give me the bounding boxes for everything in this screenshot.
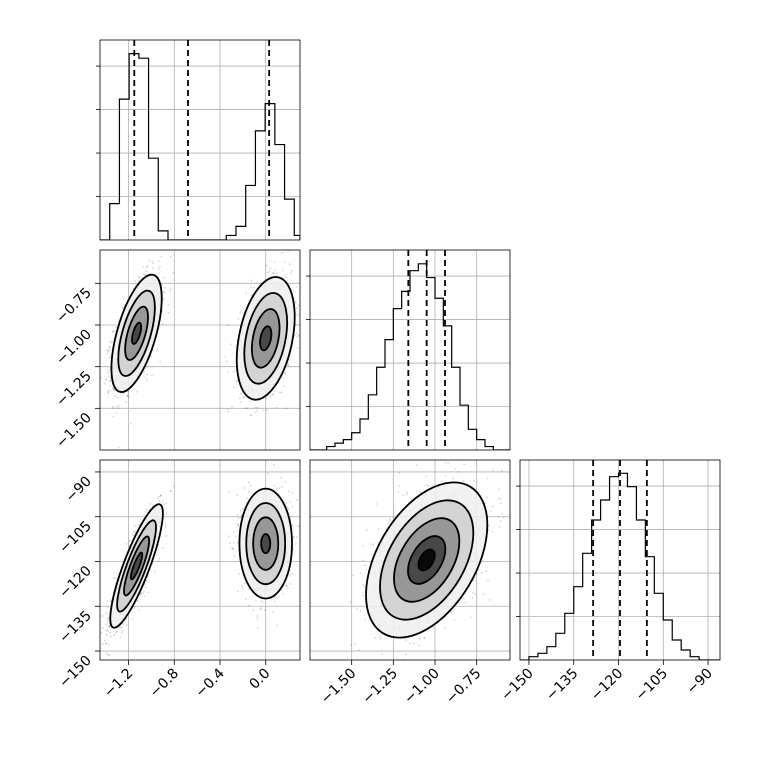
contour-0-2 bbox=[117, 289, 156, 377]
x-tick-label-p2-2: −120 bbox=[588, 666, 627, 705]
contour-0-0 bbox=[417, 548, 436, 572]
hist-panel-p0 bbox=[96, 39, 301, 241]
x-tick-label-p1-0: −1.50 bbox=[318, 666, 360, 708]
contour-0-2 bbox=[393, 517, 461, 603]
histogram-p0 bbox=[100, 53, 300, 240]
y-tick-label-p1-2: −1.00 bbox=[53, 327, 95, 369]
y-tick-label-p2-1: −135 bbox=[56, 608, 95, 647]
density-level-0-0 bbox=[130, 552, 143, 580]
y-tick-label-p2-2: −120 bbox=[56, 563, 95, 602]
panel-frame bbox=[99, 39, 301, 241]
scatter-panel-p0-p2: −150 −135 −120 −105 −90 −1.2 −0.8 −0.4 0.0 bbox=[56, 459, 301, 701]
x-tick-label-p2-3: −105 bbox=[633, 666, 672, 705]
contour-1-3 bbox=[235, 276, 296, 401]
contour-1-1 bbox=[250, 308, 281, 369]
y-tick-label-p2-4: −90 bbox=[63, 473, 95, 505]
y-tick-label-p1-3: −0.75 bbox=[53, 285, 95, 327]
x-tick-label-p1-1: −1.25 bbox=[360, 666, 402, 708]
contour-1-2 bbox=[245, 502, 287, 586]
contour-0-3 bbox=[110, 273, 163, 393]
contour-1-0 bbox=[260, 533, 272, 555]
x-tick-label-p0-3: 0.0 bbox=[246, 666, 273, 693]
contour-0-1 bbox=[407, 535, 447, 585]
histogram-p2 bbox=[520, 472, 720, 660]
contour-1-2 bbox=[243, 292, 288, 385]
y-tick-label-p1-0: −1.50 bbox=[53, 410, 95, 452]
panel-frame bbox=[99, 249, 301, 451]
x-tick-label-p1-2: −1.00 bbox=[401, 666, 443, 708]
histogram-p1 bbox=[310, 263, 510, 450]
panel-frame bbox=[309, 459, 511, 661]
x-tick-label-p0-0: −1.2 bbox=[101, 666, 136, 701]
contour-0-1 bbox=[123, 535, 151, 597]
hist-panel-p1 bbox=[306, 249, 511, 451]
contour-0-1 bbox=[124, 305, 149, 361]
panel-frame bbox=[519, 459, 721, 661]
y-tick-label-p1-1: −1.25 bbox=[53, 368, 95, 410]
hist-panel-p2: −150 −135 −120 −105 −90 bbox=[498, 459, 721, 705]
contour-0-0 bbox=[129, 551, 144, 581]
density-level-1-0 bbox=[261, 534, 271, 554]
x-tick-label-p0-2: −0.4 bbox=[192, 665, 227, 700]
contour-1-0 bbox=[259, 325, 273, 352]
scatter-panel-p0-p1: −1.50−1.25−1.00−0.75 bbox=[53, 249, 301, 452]
contour-0-4 bbox=[365, 481, 489, 639]
density-level-0-0 bbox=[131, 322, 142, 345]
contour-0-2 bbox=[116, 519, 157, 613]
x-tick-label-p2-4: −90 bbox=[684, 666, 716, 698]
x-tick-label-p1-3: −0.75 bbox=[443, 666, 485, 708]
contour-0-3 bbox=[109, 503, 164, 629]
panel-frame bbox=[309, 249, 511, 451]
y-tick-label-p2-0: −150 bbox=[56, 653, 95, 692]
contour-1-1 bbox=[252, 516, 280, 571]
scatter-panel-p1-p2: −1.50 −1.25 −1.00 −0.75 bbox=[309, 459, 511, 708]
contour-1-3 bbox=[238, 487, 293, 600]
x-tick-label-p2-1: −135 bbox=[543, 666, 582, 705]
panel-frame bbox=[99, 459, 301, 661]
x-tick-label-p0-1: −0.8 bbox=[147, 666, 182, 701]
contour-0-3 bbox=[379, 499, 475, 621]
contour-0-0 bbox=[131, 321, 143, 345]
x-tick-label-p2-0: −150 bbox=[498, 666, 537, 705]
y-tick-label-p2-3: −105 bbox=[56, 518, 95, 557]
